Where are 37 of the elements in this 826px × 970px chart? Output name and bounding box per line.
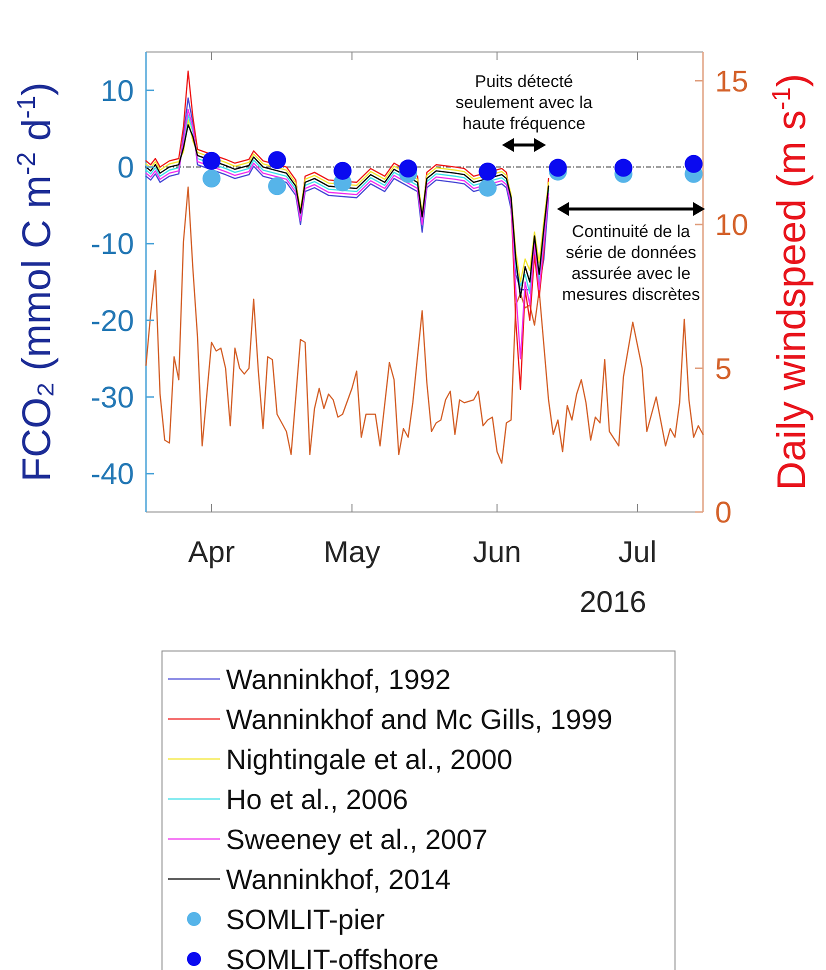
x-tick-label: Jun [472,536,522,569]
point [334,162,352,180]
point [268,151,286,170]
y-tick-label: 0 [117,152,134,184]
x-tick-label: May [324,536,380,569]
legend-label: Wanninkhof, 2014 [226,864,451,895]
y-tick-label: -30 [90,382,134,414]
line-series [145,186,704,464]
legend-label: SOMLIT-offshore [226,944,439,970]
point [614,158,632,177]
y-tick-label: -40 [90,458,134,492]
x-tick-label: Apr [188,536,235,569]
y2-tick-label: 5 [715,352,732,386]
point [268,177,286,196]
y2-tick-label: 15 [715,65,748,98]
point [684,154,703,173]
annotation: Continuité de la série de données assurée avec le mesures discrètes [562,222,700,304]
point [478,178,497,197]
y2-tick-label: 0 [715,496,732,530]
y2-tick-label: 10 [715,209,748,242]
point [399,160,418,178]
text: 2016 [580,586,646,619]
point [548,158,567,177]
legend-label: Ho et al., 2006 [226,784,408,815]
annotation: Puits détecté seulement avec la haute fréquence [455,72,594,133]
legend-label: Sweeney et al., 2007 [226,824,488,855]
legend-label: SOMLIT-pier [226,904,385,935]
legend-label: Wanninkhof, 1992 [226,664,451,695]
point [478,162,497,181]
point [202,170,221,188]
legend-label: Wanninkhof and Mc Gills, 1999 [226,704,612,735]
point [202,152,221,170]
y-tick-label: -20 [90,304,134,338]
x-tick-label: Jul [618,536,657,569]
y-tick-label: 10 [100,74,134,108]
y-tick-label: -10 [90,228,134,262]
legend-label: Nightingale et al., 2000 [226,744,512,775]
